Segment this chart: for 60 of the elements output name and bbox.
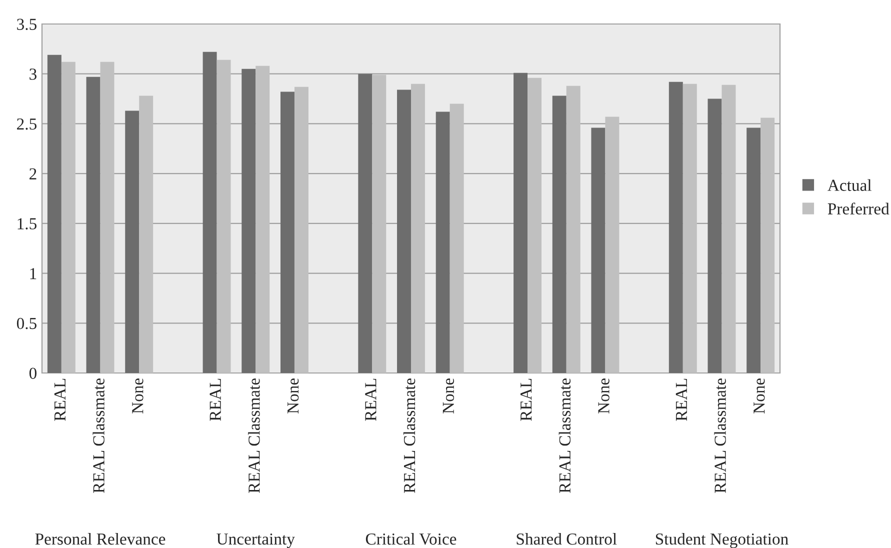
y-tick-label: 2 [30, 168, 36, 180]
text: Student Negotiation [656, 532, 788, 548]
bar [372, 74, 386, 373]
legend-label: Actual [828, 179, 872, 191]
bar [760, 118, 775, 373]
bar [746, 128, 761, 373]
bar [100, 62, 114, 373]
text: Personal Relevance [35, 532, 166, 545]
bar [397, 90, 411, 373]
bar [566, 86, 580, 373]
bar [294, 86, 308, 373]
x-tick-label: REAL [365, 378, 376, 421]
bar [591, 128, 606, 373]
y-tick-label: 1 [30, 268, 36, 280]
bar [139, 96, 154, 373]
bar [682, 84, 697, 373]
y-tick-label: 1.5 [18, 218, 36, 230]
y-tick-label: 2.5 [17, 118, 36, 130]
bar [528, 78, 542, 373]
bar [358, 74, 372, 373]
bar [202, 52, 217, 373]
x-tick-label: None [442, 378, 454, 414]
bar [411, 84, 425, 373]
bar [605, 116, 620, 373]
x-tick-label: REAL Classmate [248, 378, 260, 493]
x-tick-label: None [598, 378, 610, 414]
text: Critical Voice [366, 532, 456, 545]
x-tick-label: REAL Classmate [558, 378, 571, 493]
bar [708, 98, 722, 373]
x-tick-label: None [288, 378, 299, 414]
text: Uncertainty [216, 533, 295, 548]
text: Shared Control [516, 532, 617, 545]
bar [125, 110, 140, 373]
x-tick-label: REAL [210, 378, 221, 421]
x-tick-label: REAL [520, 378, 532, 421]
bar [722, 84, 736, 373]
x-tick-label: REAL Classmate [92, 378, 104, 493]
legend-label: Preferred [828, 202, 890, 214]
x-tick-label: None [132, 378, 144, 414]
bar [552, 96, 566, 373]
bar [450, 104, 464, 373]
y-tick-label: 3 [30, 68, 36, 80]
y-tick-label: 0 [29, 368, 37, 379]
bar [280, 92, 294, 373]
bar [242, 68, 256, 373]
bar [47, 54, 62, 373]
bar [514, 72, 528, 373]
bar [668, 82, 683, 373]
y-tick-label: 0.5 [16, 318, 36, 330]
bar [86, 76, 100, 373]
bar [256, 66, 270, 373]
bar [436, 112, 450, 373]
x-tick-label: None [754, 378, 765, 414]
y-tick-label: 3.5 [17, 18, 36, 30]
bar [61, 62, 76, 373]
x-tick-label: REAL Classmate [714, 378, 726, 493]
bar [216, 60, 231, 373]
x-tick-label: REAL Classmate [403, 378, 416, 493]
x-tick-label: REAL [676, 378, 687, 421]
x-tick-label: REAL [54, 378, 66, 421]
